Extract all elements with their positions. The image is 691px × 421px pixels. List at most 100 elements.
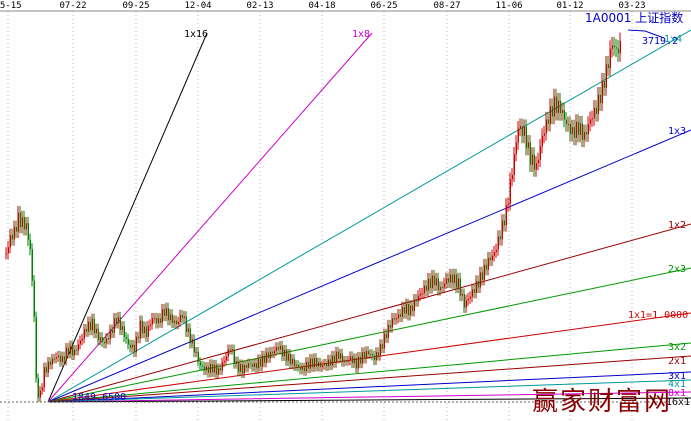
candle-body (497, 236, 499, 250)
candle-body (481, 272, 483, 280)
gann-line (47, 371, 691, 403)
gann-line (47, 355, 691, 403)
candle-body (559, 100, 561, 114)
candle-body (379, 344, 381, 356)
gann-line (47, 379, 691, 403)
candle-body (193, 339, 195, 353)
candle-body (325, 363, 327, 367)
candle-body (421, 293, 423, 295)
candle-body (229, 349, 231, 351)
gann-line (47, 267, 691, 403)
candle-body (311, 358, 313, 368)
gann-line-label: 8x1 (668, 388, 686, 399)
candle-body (591, 118, 593, 120)
candle-body (135, 336, 137, 353)
candle-body (553, 96, 555, 117)
candle-body (563, 110, 565, 120)
gann-line (47, 342, 691, 403)
candle-body (237, 361, 239, 372)
candle-body (141, 320, 143, 334)
candle-body (151, 318, 153, 325)
candle-body (351, 356, 353, 364)
candle-body (21, 217, 23, 228)
candle-body (197, 351, 199, 362)
candle-body (333, 355, 335, 364)
candle-body (119, 317, 121, 331)
candle-body (253, 363, 255, 367)
candle-body (403, 307, 405, 314)
watermark-logo: 赢家财富网 (532, 387, 672, 417)
candle-body (157, 318, 159, 324)
candle-body (235, 361, 237, 364)
candle-body (569, 124, 571, 135)
date-tick-label: 06-25 (370, 1, 397, 11)
candle-body (401, 307, 403, 317)
candle-body (19, 212, 21, 228)
candle-body (371, 354, 373, 356)
candle-body (297, 364, 299, 368)
candle-body (437, 278, 439, 291)
candle-body (545, 119, 547, 134)
candle-body (73, 349, 75, 356)
candle-body (493, 251, 495, 256)
candle-body (409, 305, 411, 316)
candle-body (231, 349, 233, 351)
candle-body (43, 367, 45, 388)
candle-body (345, 360, 347, 362)
gann-line (47, 32, 373, 403)
candle-body (407, 304, 409, 316)
date-tick-label: 04-18 (308, 1, 335, 11)
candle-body (459, 278, 461, 296)
candle-body (527, 142, 529, 149)
candle-body (327, 359, 329, 367)
gann-line-label: 1x1=1.0000 (628, 310, 688, 321)
candle-body (605, 64, 607, 88)
candle-body (243, 364, 245, 374)
candle-body (29, 239, 31, 250)
candle-body (203, 366, 205, 371)
candle-body (573, 127, 575, 138)
candle-body (389, 324, 391, 328)
candle-body (159, 318, 161, 323)
candle-body (613, 45, 615, 48)
candle-body (207, 366, 209, 373)
gann-line-label: 1x2 (668, 220, 686, 231)
candle-body (39, 390, 41, 398)
candle-body (617, 48, 619, 54)
candle-body (261, 355, 263, 367)
candle-body (455, 274, 457, 288)
candle-body (341, 353, 343, 363)
candle-body (313, 358, 315, 368)
candle-body (405, 304, 407, 314)
candle-body (249, 363, 251, 365)
candle-body (359, 356, 361, 364)
candle-body (395, 318, 397, 320)
candle-body (317, 362, 319, 367)
candle-body (97, 328, 99, 341)
date-tick-label: 12-04 (184, 1, 211, 11)
candle-body (485, 264, 487, 270)
gann-line (47, 391, 691, 403)
candle-body (331, 355, 333, 366)
candle-body (127, 338, 129, 345)
date-tick-label: 09-25 (122, 1, 149, 11)
candle-body (523, 126, 525, 136)
high-marker-line (627, 29, 665, 39)
candle-body (63, 356, 65, 361)
candle-body (275, 347, 277, 351)
candle-body (365, 351, 367, 359)
candle-body (15, 226, 17, 232)
candle-body (505, 204, 507, 226)
candle-body (585, 131, 587, 135)
candle-body (13, 226, 15, 240)
candle-body (547, 119, 549, 124)
candle-body (111, 329, 113, 333)
candle-body (435, 278, 437, 286)
candle-body (387, 324, 389, 339)
candle-body (161, 309, 163, 323)
candle-body (145, 326, 147, 337)
candle-body (499, 236, 501, 240)
candle-body (577, 121, 579, 135)
candle-body (105, 338, 107, 344)
candle-body (223, 360, 225, 363)
